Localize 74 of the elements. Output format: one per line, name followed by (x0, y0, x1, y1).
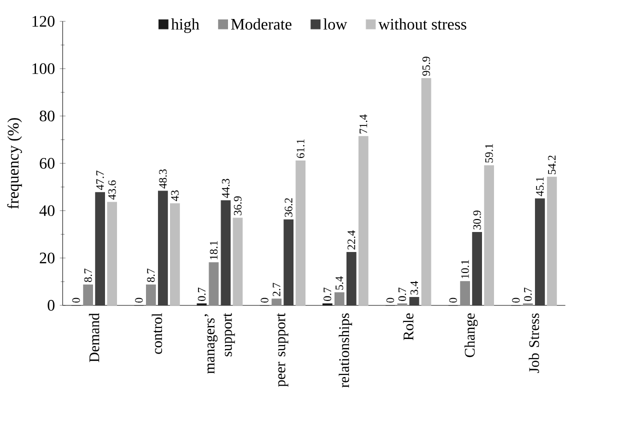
data-label: 3.4 (410, 281, 418, 295)
data-label: 0 (72, 298, 80, 303)
bar (170, 203, 180, 306)
bar (421, 78, 432, 306)
y-tick-label: 40 (39, 205, 54, 216)
x-tick-label: Job Stress (528, 314, 540, 374)
bar (409, 297, 420, 306)
x-tick-label: control (152, 313, 162, 354)
legend-label: low (323, 18, 348, 30)
legend-label: without stress (378, 18, 466, 30)
data-label: 54.2 (548, 156, 556, 174)
y-tick-label: 100 (32, 63, 54, 74)
data-label: 95.9 (422, 56, 430, 76)
bar (107, 202, 118, 306)
data-label: 0 (449, 298, 457, 303)
bar (83, 284, 94, 306)
data-label: 18.1 (210, 241, 218, 260)
data-label: 47.7 (96, 170, 104, 190)
bar (220, 200, 231, 306)
data-label: 0 (135, 298, 143, 303)
data-label: 22.4 (348, 230, 356, 250)
bar (484, 165, 494, 306)
x-tick-label: managers’ support (204, 313, 235, 374)
y-tick-label: 0 (48, 300, 54, 311)
legend-label: high (171, 18, 200, 34)
bar (232, 218, 243, 306)
data-label: 8.7 (147, 268, 155, 282)
data-label: 2.7 (272, 283, 280, 296)
x-tick-label: peer support (276, 313, 288, 387)
data-label: 0 (512, 298, 520, 303)
data-label: 0.7 (324, 288, 332, 302)
bar (284, 220, 294, 306)
x-tick-label: relationships (338, 314, 352, 388)
data-label: 61.1 (296, 139, 304, 158)
x-tick-label: Role (403, 314, 414, 340)
x-tick-label: Demand (88, 313, 100, 362)
data-label: 0 (260, 298, 268, 303)
data-label: 48.3 (159, 170, 167, 189)
bar (472, 232, 482, 306)
bar (272, 298, 282, 306)
bar (146, 284, 156, 306)
y-tick-label: 60 (40, 158, 54, 169)
data-label: 0 (386, 298, 394, 303)
bar (534, 198, 545, 306)
bar (158, 190, 168, 306)
x-tick-label: Change (464, 314, 478, 358)
data-label: 43 (171, 190, 179, 202)
data-label: 5.4 (336, 276, 344, 290)
y-tick-label: 20 (40, 252, 54, 264)
data-label: 44.3 (222, 178, 230, 198)
y-axis-title: frequency (%) (7, 118, 22, 209)
bar (296, 160, 306, 306)
data-label: 8.7 (84, 268, 92, 282)
legend-label: Moderate (231, 18, 292, 30)
y-tick-label: 120 (32, 16, 54, 27)
data-label: 0.7 (198, 288, 206, 302)
data-label: 59.1 (485, 144, 493, 163)
bar (358, 136, 368, 306)
data-label: 36.2 (284, 198, 292, 218)
bar (95, 192, 106, 306)
y-tick-label: 80 (40, 110, 54, 122)
data-label: 30.9 (473, 210, 481, 230)
data-label: 43.6 (108, 180, 116, 200)
bar (208, 262, 219, 306)
data-label: 45.1 (536, 177, 544, 196)
data-label: 0.7 (524, 288, 532, 302)
data-label: 0.7 (398, 288, 406, 302)
bar (334, 292, 344, 306)
bar (346, 252, 356, 306)
bar (546, 176, 557, 306)
data-label: 71.4 (360, 114, 368, 134)
bar (460, 281, 470, 306)
data-label: 36.9 (234, 196, 242, 216)
data-label: 10.1 (461, 260, 469, 278)
